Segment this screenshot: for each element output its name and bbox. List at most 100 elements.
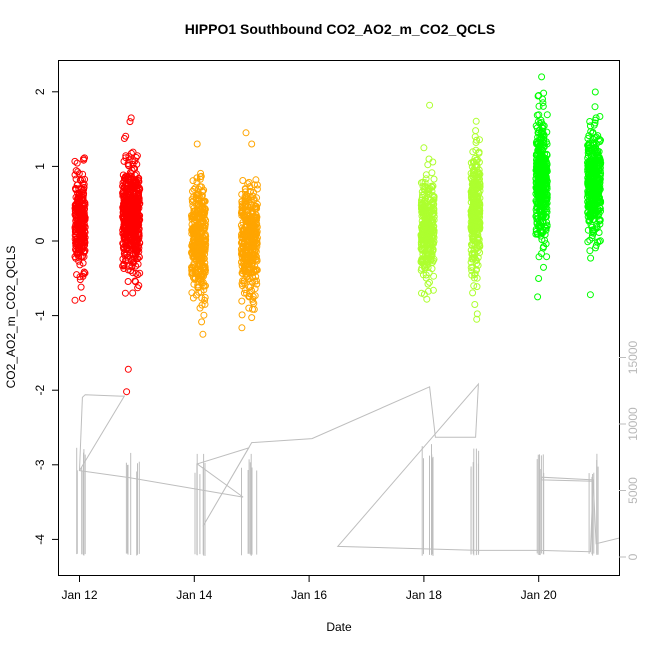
data-point <box>588 234 596 242</box>
data-point <box>590 164 598 172</box>
data-point <box>472 223 480 231</box>
data-point-outlier <box>242 129 250 137</box>
data-point-outlier <box>586 291 594 299</box>
data-point <box>134 284 142 292</box>
data-point <box>542 138 550 146</box>
data-point <box>241 267 249 275</box>
data-point-outlier <box>123 388 131 396</box>
data-point <box>125 240 133 248</box>
data-point <box>131 277 139 285</box>
data-point <box>123 241 131 249</box>
data-point <box>473 235 481 243</box>
data-point <box>194 207 202 214</box>
data-point <box>242 197 250 205</box>
right-tick-label: 0 <box>626 553 640 560</box>
data-point <box>195 239 203 247</box>
data-point <box>129 216 137 224</box>
data-point <box>422 171 430 179</box>
data-point <box>472 202 480 210</box>
data-point <box>196 173 204 181</box>
data-point <box>135 230 143 238</box>
data-point <box>469 214 477 222</box>
data-point <box>195 288 203 296</box>
data-point <box>135 196 143 204</box>
data-point <box>198 318 206 326</box>
data-point <box>244 215 251 223</box>
data-point <box>78 243 86 251</box>
data-point <box>200 263 208 270</box>
data-point <box>202 266 209 274</box>
data-point <box>430 193 438 200</box>
data-point <box>471 270 479 278</box>
data-point-outlier <box>193 140 201 148</box>
data-point <box>124 278 132 285</box>
data-point <box>198 188 206 196</box>
data-point <box>473 198 481 205</box>
data-point <box>80 231 88 239</box>
y-tick-label: -1 <box>33 310 47 321</box>
data-point <box>536 166 544 174</box>
data-point <box>470 158 478 166</box>
data-point <box>421 179 429 187</box>
right-tick-label: 10000 <box>626 407 640 441</box>
data-point <box>591 134 599 142</box>
data-point <box>134 204 142 212</box>
data-point <box>240 227 248 235</box>
data-point <box>132 170 140 178</box>
data-point <box>428 265 436 273</box>
data-point <box>542 179 550 187</box>
data-point <box>429 209 437 217</box>
data-point <box>538 196 546 203</box>
data-point <box>72 246 79 253</box>
data-point <box>473 283 481 291</box>
data-point <box>193 191 200 199</box>
data-point-outlier <box>245 304 253 312</box>
data-point <box>467 258 475 266</box>
data-point <box>539 99 547 107</box>
data-point <box>537 191 545 199</box>
data-point <box>127 267 135 275</box>
right-tick-label: 15000 <box>626 340 640 374</box>
data-point <box>421 264 429 272</box>
data-point <box>470 282 478 290</box>
data-point <box>586 217 594 224</box>
data-point-outlier <box>473 315 481 323</box>
data-point <box>427 246 434 254</box>
data-point <box>76 228 84 236</box>
data-point <box>239 228 247 236</box>
data-point <box>81 199 89 207</box>
data-point <box>430 175 438 183</box>
data-point <box>597 160 604 168</box>
data-point <box>77 283 85 291</box>
data-point <box>586 247 594 255</box>
data-point <box>424 161 432 169</box>
data-point <box>591 199 599 207</box>
data-point-outlier <box>80 155 87 163</box>
data-point <box>249 298 257 306</box>
data-point <box>252 213 259 221</box>
data-point <box>132 278 140 286</box>
data-point <box>543 150 551 158</box>
data-point <box>120 215 128 223</box>
data-point <box>429 246 437 253</box>
data-point <box>594 149 602 157</box>
data-point <box>424 264 432 271</box>
data-point <box>80 180 88 188</box>
data-point <box>474 174 482 181</box>
data-point <box>584 168 592 175</box>
data-point <box>127 149 135 157</box>
data-point <box>250 237 258 245</box>
data-point <box>584 238 592 246</box>
data-point <box>253 185 261 193</box>
data-point <box>129 157 137 165</box>
data-point <box>79 272 87 280</box>
data-point-outlier <box>127 114 135 122</box>
data-point <box>471 182 479 190</box>
x-axis-label: Date <box>326 620 352 634</box>
x-tick-label: Jan 16 <box>291 588 327 602</box>
data-point <box>421 182 429 190</box>
series-2 <box>119 114 144 396</box>
data-point <box>120 229 128 237</box>
data-point <box>78 176 86 184</box>
y-tick-label: 1 <box>33 163 47 170</box>
